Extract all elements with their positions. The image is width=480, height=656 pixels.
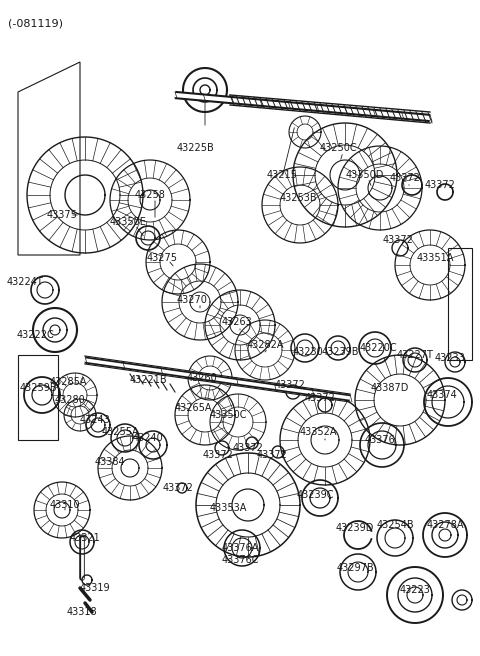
Text: 43263: 43263 [222,317,252,327]
Text: 43319: 43319 [80,583,110,593]
Text: 43250C: 43250C [319,143,357,153]
Text: 43240: 43240 [132,433,163,443]
Text: 43372: 43372 [425,180,456,190]
Text: 43297B: 43297B [336,563,374,573]
Text: (-081119): (-081119) [8,18,63,28]
Text: 43285A: 43285A [49,377,87,387]
Text: 43372: 43372 [163,483,193,493]
Text: 43221B: 43221B [129,375,167,385]
Text: 43310: 43310 [50,500,80,510]
Text: 43259B: 43259B [19,383,57,393]
Text: 43282A: 43282A [246,340,284,350]
Text: 43372: 43372 [275,380,305,390]
Text: 43376: 43376 [365,435,396,445]
Text: 43372: 43372 [305,393,336,403]
Text: 43225B: 43225B [176,143,214,153]
Text: 43260: 43260 [187,373,217,383]
Text: 43265A: 43265A [174,403,212,413]
Text: 43351A: 43351A [416,253,454,263]
Text: 43223: 43223 [399,585,431,595]
Text: 43350C: 43350C [209,410,247,420]
Text: 43253B: 43253B [279,193,317,203]
Text: 43224T: 43224T [7,277,43,287]
Text: 43376C: 43376C [221,555,259,565]
Text: 43350D: 43350D [346,170,384,180]
Text: 43278A: 43278A [426,520,464,530]
Text: 43239C: 43239C [296,490,334,500]
Text: 43372: 43372 [390,173,420,183]
Text: 43270: 43270 [177,295,207,305]
Text: 43318: 43318 [67,607,97,617]
Text: 43321: 43321 [70,533,100,543]
Text: 43372: 43372 [383,235,413,245]
Text: 43239B: 43239B [321,347,359,357]
Text: 43280: 43280 [55,395,85,405]
Text: 43220C: 43220C [359,343,397,353]
Text: 43239D: 43239D [336,523,374,533]
Text: 43375: 43375 [47,210,77,220]
Text: 43227T: 43227T [396,350,433,360]
Text: 43258: 43258 [134,190,166,200]
Text: 43372: 43372 [233,443,264,453]
Text: 43222C: 43222C [16,330,54,340]
Text: 43372: 43372 [203,450,233,460]
Text: 43230: 43230 [293,347,324,357]
Text: 43352A: 43352A [299,427,337,437]
Text: 43374: 43374 [427,390,457,400]
Text: 43353A: 43353A [209,503,247,513]
Text: 43372: 43372 [257,450,288,460]
Text: 43387D: 43387D [371,383,409,393]
Text: 43233: 43233 [434,353,466,363]
Text: 43215: 43215 [266,170,298,180]
Text: 43243: 43243 [80,415,110,425]
Text: 43254B: 43254B [376,520,414,530]
Text: 43275: 43275 [146,253,178,263]
Text: 43376A: 43376A [221,543,259,553]
Text: 43384: 43384 [95,457,125,467]
Text: 43255A: 43255A [101,427,139,437]
Text: 43350E: 43350E [109,217,146,227]
